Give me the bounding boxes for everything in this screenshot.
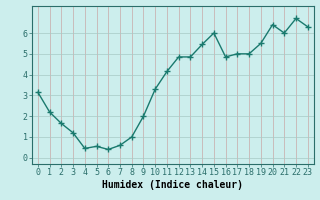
X-axis label: Humidex (Indice chaleur): Humidex (Indice chaleur) <box>102 180 243 190</box>
